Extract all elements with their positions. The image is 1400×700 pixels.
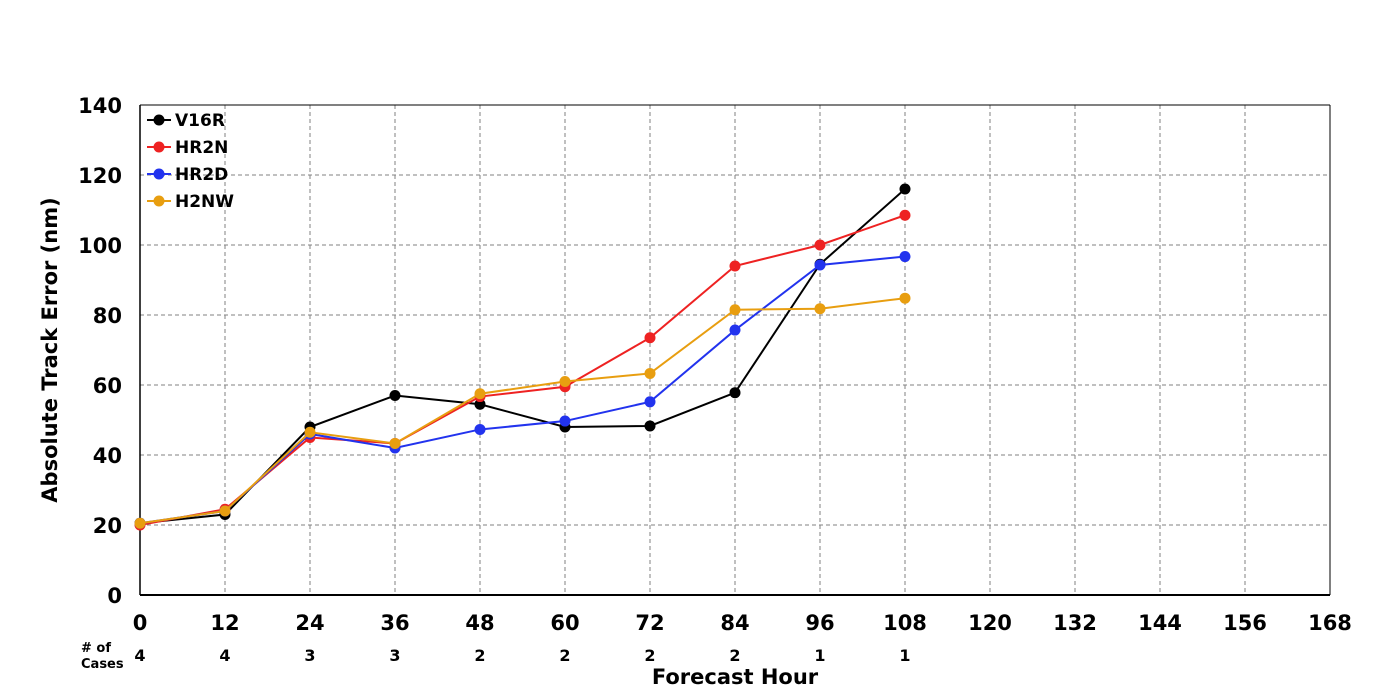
data-point bbox=[474, 398, 486, 410]
series-layer bbox=[134, 183, 911, 531]
grid bbox=[140, 105, 1330, 595]
legend-label: HR2N bbox=[175, 138, 228, 158]
legend: V16R HR2N HR2D H2NW bbox=[147, 111, 234, 212]
data-point bbox=[644, 367, 656, 379]
cases-count: 4 bbox=[219, 646, 230, 665]
cases-count: 2 bbox=[559, 646, 570, 665]
x-tick-label: 84 bbox=[720, 611, 749, 635]
data-point bbox=[729, 324, 741, 336]
cases-row: # of Cases 4 4 3 3 2 2 2 2 1 1 bbox=[81, 641, 911, 672]
x-tick-label: 120 bbox=[968, 611, 1012, 635]
series-v16r bbox=[134, 183, 911, 529]
data-point bbox=[474, 388, 486, 400]
x-tick-label: 48 bbox=[465, 611, 494, 635]
series-line bbox=[139, 188, 906, 525]
x-tick-label: 24 bbox=[295, 611, 324, 635]
x-tick-label: 168 bbox=[1308, 611, 1352, 635]
cases-count: 3 bbox=[389, 646, 400, 665]
data-point bbox=[814, 259, 826, 271]
data-point bbox=[644, 420, 656, 432]
data-point bbox=[134, 517, 146, 529]
data-point bbox=[644, 396, 656, 408]
legend-swatch-marker bbox=[153, 141, 165, 153]
series-line bbox=[139, 297, 906, 525]
cases-header-line2: Cases bbox=[81, 657, 124, 672]
series-line bbox=[139, 214, 906, 526]
y-tick-label: 60 bbox=[93, 374, 122, 398]
legend-label: H2NW bbox=[175, 192, 234, 212]
x-tick-label: 156 bbox=[1223, 611, 1267, 635]
data-point bbox=[814, 303, 826, 315]
axes: 0 12 24 36 48 60 72 84 96 108 120 132 144 156 168 0 20 40… bbox=[78, 94, 1352, 635]
data-point bbox=[729, 304, 741, 316]
legend-item-h2nw: H2NW bbox=[147, 192, 234, 212]
x-tick-label: 60 bbox=[550, 611, 579, 635]
data-point bbox=[559, 376, 571, 387]
data-point bbox=[814, 239, 826, 251]
legend-item-v16r: V16R bbox=[147, 111, 225, 131]
legend-swatch-marker bbox=[153, 114, 165, 126]
legend-item-hr2n: HR2N bbox=[147, 138, 228, 158]
legend-label: HR2D bbox=[175, 165, 228, 185]
x-tick-label: 132 bbox=[1053, 611, 1097, 635]
cases-header-line1: # of bbox=[81, 641, 111, 656]
x-tick-label: 72 bbox=[635, 611, 664, 635]
cases-count: 1 bbox=[814, 646, 825, 665]
y-tick-label: 100 bbox=[78, 234, 122, 258]
data-point bbox=[899, 292, 911, 304]
cases-count: 2 bbox=[644, 646, 655, 665]
y-tick-label: 80 bbox=[93, 304, 122, 328]
data-point bbox=[389, 390, 401, 401]
data-point bbox=[729, 387, 741, 399]
y-tick-label: 0 bbox=[107, 584, 122, 608]
y-tick-label: 20 bbox=[93, 514, 122, 538]
y-tick-label: 120 bbox=[78, 164, 122, 188]
x-tick-label: 12 bbox=[210, 611, 239, 635]
data-point bbox=[899, 251, 911, 263]
x-tick-label: 96 bbox=[805, 611, 834, 635]
legend-swatch-marker bbox=[153, 195, 165, 207]
data-point bbox=[304, 426, 316, 438]
data-point bbox=[899, 209, 911, 221]
cases-count: 2 bbox=[474, 646, 485, 665]
x-tick-label: 108 bbox=[883, 611, 927, 635]
cases-count: 3 bbox=[304, 646, 315, 665]
legend-item-hr2d: HR2D bbox=[147, 165, 228, 185]
x-tick-label: 36 bbox=[380, 611, 409, 635]
data-point bbox=[389, 437, 401, 449]
y-axis-title: Absolute Track Error (nm) bbox=[38, 197, 62, 502]
cases-count: 2 bbox=[729, 646, 740, 665]
x-tick-label: 0 bbox=[133, 611, 148, 635]
cases-count: 1 bbox=[899, 646, 910, 665]
x-tick-label: 144 bbox=[1138, 611, 1182, 635]
data-point bbox=[559, 415, 571, 427]
data-point bbox=[644, 332, 656, 344]
legend-label: V16R bbox=[175, 111, 225, 131]
x-axis-title: Forecast Hour bbox=[652, 665, 819, 689]
series-hr2n bbox=[134, 209, 911, 531]
data-point bbox=[219, 505, 231, 517]
y-tick-label: 40 bbox=[93, 444, 122, 468]
data-point bbox=[474, 423, 486, 435]
data-point bbox=[729, 260, 741, 272]
y-tick-label: 140 bbox=[78, 94, 122, 118]
cases-count: 4 bbox=[134, 646, 145, 665]
series-h2nw bbox=[134, 292, 911, 529]
legend-swatch-marker bbox=[153, 168, 165, 180]
data-point bbox=[899, 183, 911, 195]
